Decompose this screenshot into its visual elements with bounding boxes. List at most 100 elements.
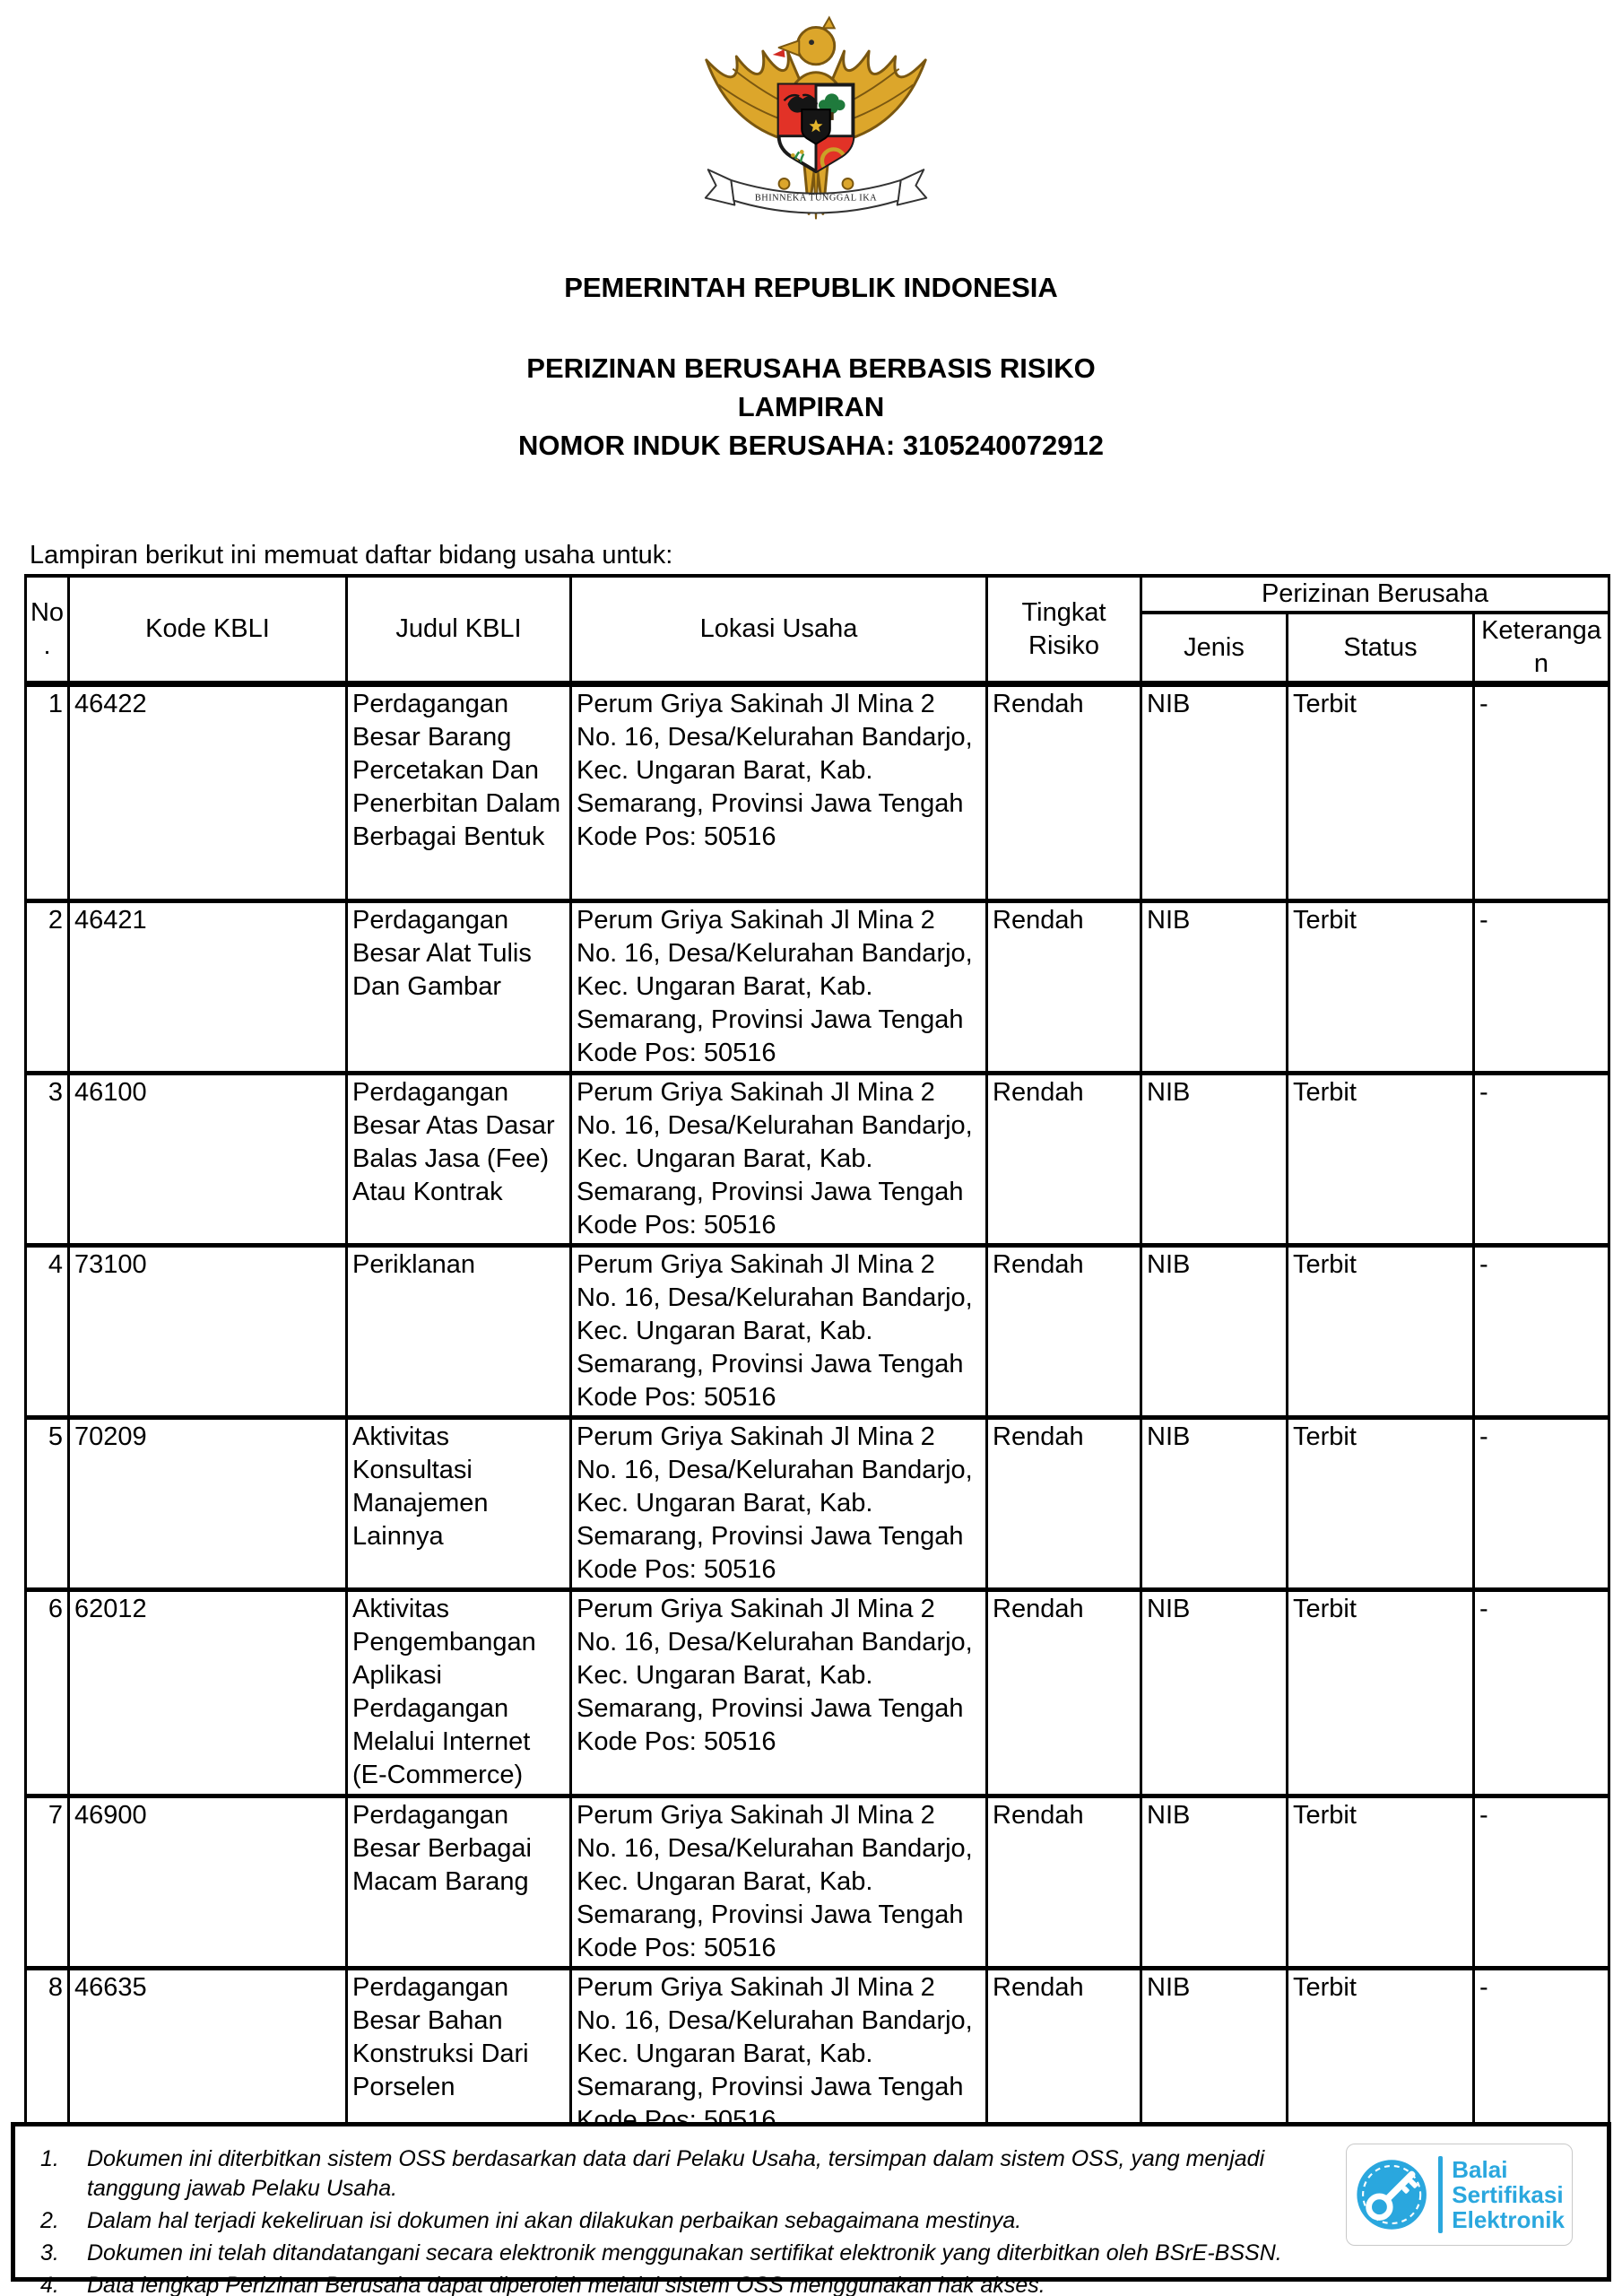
cell-jenis: NIB bbox=[1140, 1071, 1288, 1248]
table-row: 1 46422 Perdagangan Besar Barang Perceta… bbox=[24, 682, 1610, 903]
cell-jenis: NIB bbox=[1140, 899, 1288, 1075]
cell-judul-kbli: Aktivitas Pengembangan Aplikasi Perdagan… bbox=[345, 1587, 572, 1798]
cell-keterangan: - bbox=[1472, 1415, 1610, 1592]
footer-notes-box: 1. Dokumen ini diterbitkan sistem OSS be… bbox=[11, 2122, 1611, 2296]
cell-lokasi-usaha: Perum Griya Sakinah Jl Mina 2 No. 16, De… bbox=[569, 1794, 988, 1970]
cell-status: Terbit bbox=[1286, 899, 1475, 1075]
cell-tingkat-risiko: Rendah bbox=[985, 1415, 1142, 1592]
cell-tingkat-risiko: Rendah bbox=[985, 1587, 1142, 1798]
bse-logo-text: Balai Sertifikasi Elektronik bbox=[1452, 2157, 1565, 2232]
cell-keterangan: - bbox=[1472, 1966, 1610, 2143]
key-icon bbox=[1357, 2160, 1427, 2230]
table-body: 1 46422 Perdagangan Besar Barang Perceta… bbox=[24, 682, 1610, 2143]
header-perizinan-berusaha: Perizinan Berusaha bbox=[1140, 574, 1610, 614]
cell-lokasi-usaha: Perum Griya Sakinah Jl Mina 2 No. 16, De… bbox=[569, 1071, 988, 1248]
cell-jenis: NIB bbox=[1140, 1794, 1288, 1970]
footer-note-item: 2. Dalam hal terjadi kekeliruan isi doku… bbox=[40, 2206, 1303, 2236]
footer-notes: 1. Dokumen ini diterbitkan sistem OSS be… bbox=[40, 2144, 1303, 2296]
shield-banteng bbox=[787, 96, 818, 113]
cell-kode-kbli: 46900 bbox=[67, 1794, 348, 1970]
note-number: 4. bbox=[40, 2273, 59, 2296]
business-fields-table: No. Kode KBLI Judul KBLI Lokasi Usaha Ti… bbox=[24, 574, 1610, 2171]
cell-no: 5 bbox=[24, 1415, 70, 1592]
cell-kode-kbli: 46421 bbox=[67, 899, 348, 1075]
cell-tingkat-risiko: Rendah bbox=[985, 1071, 1142, 1248]
cell-no: 2 bbox=[24, 899, 70, 1075]
cell-kode-kbli: 46422 bbox=[67, 682, 348, 903]
footer-note-item: 3. Dokumen ini telah ditandatangani seca… bbox=[40, 2239, 1303, 2268]
note-number: 1. bbox=[40, 2146, 59, 2171]
cell-judul-kbli: Perdagangan Besar Alat Tulis Dan Gambar bbox=[345, 899, 572, 1075]
cell-no: 1 bbox=[24, 682, 70, 903]
intro-text: Lampiran berikut ini memuat daftar bidan… bbox=[30, 541, 673, 570]
cell-no: 4 bbox=[24, 1243, 70, 1420]
cell-tingkat-risiko: Rendah bbox=[985, 682, 1142, 903]
note-number: 3. bbox=[40, 2240, 59, 2266]
cell-status: Terbit bbox=[1286, 1415, 1475, 1592]
cell-kode-kbli: 62012 bbox=[67, 1587, 348, 1798]
cell-jenis: NIB bbox=[1140, 1966, 1288, 2143]
header-lokasi-usaha: Lokasi Usaha bbox=[569, 574, 988, 687]
cell-no: 7 bbox=[24, 1794, 70, 1970]
cell-kode-kbli: 46635 bbox=[67, 1966, 348, 2143]
cell-status: Terbit bbox=[1286, 1071, 1475, 1248]
table-row: 5 70209 Aktivitas Konsultasi Manajemen L… bbox=[24, 1415, 1610, 1592]
cell-tingkat-risiko: Rendah bbox=[985, 1243, 1142, 1420]
pancasila-star bbox=[809, 118, 823, 133]
cell-keterangan: - bbox=[1472, 1071, 1610, 1248]
bse-logo-line2: Sertifikasi bbox=[1452, 2181, 1564, 2208]
cell-status: Terbit bbox=[1286, 1243, 1475, 1420]
garuda-pancasila-emblem: BHINNEKA TUNGGAL IKA bbox=[704, 15, 928, 220]
note-text: Dalam hal terjadi kekeliruan isi dokumen… bbox=[87, 2208, 1022, 2233]
cell-lokasi-usaha: Perum Griya Sakinah Jl Mina 2 No. 16, De… bbox=[569, 1966, 988, 2143]
cell-judul-kbli: Periklanan bbox=[345, 1243, 572, 1420]
header-no: No. bbox=[24, 574, 70, 687]
note-text: Data lengkap Perizinan Berusaha dapat di… bbox=[87, 2273, 1045, 2296]
cell-lokasi-usaha: Perum Griya Sakinah Jl Mina 2 No. 16, De… bbox=[569, 1415, 988, 1592]
bse-logo-card: Balai Sertifikasi Elektronik bbox=[1346, 2144, 1573, 2246]
header-kode-kbli: Kode KBLI bbox=[67, 574, 348, 687]
table-row: 3 46100 Perdagangan Besar Atas Dasar Bal… bbox=[24, 1071, 1610, 1248]
cell-judul-kbli: Aktivitas Konsultasi Manajemen Lainnya bbox=[345, 1415, 572, 1592]
table-header: No. Kode KBLI Judul KBLI Lokasi Usaha Ti… bbox=[24, 574, 1610, 687]
cell-tingkat-risiko: Rendah bbox=[985, 899, 1142, 1075]
government-title: PEMERINTAH REPUBLIK INDONESIA bbox=[564, 272, 1058, 303]
header-judul-kbli: Judul KBLI bbox=[345, 574, 572, 687]
garuda-tongue bbox=[772, 49, 785, 57]
cell-jenis: NIB bbox=[1140, 1415, 1288, 1592]
cell-lokasi-usaha: Perum Griya Sakinah Jl Mina 2 No. 16, De… bbox=[569, 682, 988, 903]
cell-lokasi-usaha: Perum Griya Sakinah Jl Mina 2 No. 16, De… bbox=[569, 1243, 988, 1420]
cell-judul-kbli: Perdagangan Besar Bahan Konstruksi Dari … bbox=[345, 1966, 572, 2143]
cell-status: Terbit bbox=[1286, 1587, 1475, 1798]
cell-jenis: NIB bbox=[1140, 682, 1288, 903]
cell-status: Terbit bbox=[1286, 682, 1475, 903]
cell-keterangan: - bbox=[1472, 899, 1610, 1075]
cell-kode-kbli: 70209 bbox=[67, 1415, 348, 1592]
garuda-eye bbox=[809, 39, 815, 46]
cell-keterangan: - bbox=[1472, 1587, 1610, 1798]
note-number: 2. bbox=[40, 2208, 59, 2233]
logo-divider bbox=[1438, 2156, 1444, 2233]
note-text: Dokumen ini telah ditandatangani secara … bbox=[87, 2240, 1282, 2266]
cell-tingkat-risiko: Rendah bbox=[985, 1794, 1142, 1970]
note-text: Dokumen ini diterbitkan sistem OSS berda… bbox=[87, 2146, 1265, 2201]
header-keterangan: Keterangan bbox=[1472, 611, 1610, 687]
cell-keterangan: - bbox=[1472, 1243, 1610, 1420]
garuda-beak bbox=[777, 39, 801, 57]
banner-motto: BHINNEKA TUNGGAL IKA bbox=[755, 194, 877, 204]
document-title: PERIZINAN BERUSAHA BERBASIS RISIKO bbox=[526, 352, 1096, 384]
cell-keterangan: - bbox=[1472, 1794, 1610, 1970]
cell-keterangan: - bbox=[1472, 682, 1610, 903]
cell-no: 6 bbox=[24, 1587, 70, 1798]
garuda-head bbox=[795, 25, 837, 66]
cell-lokasi-usaha: Perum Griya Sakinah Jl Mina 2 No. 16, De… bbox=[569, 899, 988, 1075]
table-row: 4 73100 Periklanan Perum Griya Sakinah J… bbox=[24, 1243, 1610, 1420]
footer-note-item: 4. Data lengkap Perizinan Berusaha dapat… bbox=[40, 2271, 1303, 2296]
bse-logo-line1: Balai bbox=[1452, 2156, 1508, 2183]
header-tingkat-risiko: Tingkat Risiko bbox=[985, 574, 1142, 687]
cell-no: 3 bbox=[24, 1071, 70, 1248]
cell-judul-kbli: Perdagangan Besar Atas Dasar Balas Jasa … bbox=[345, 1071, 572, 1248]
cell-kode-kbli: 46100 bbox=[67, 1071, 348, 1248]
cell-kode-kbli: 73100 bbox=[67, 1243, 348, 1420]
